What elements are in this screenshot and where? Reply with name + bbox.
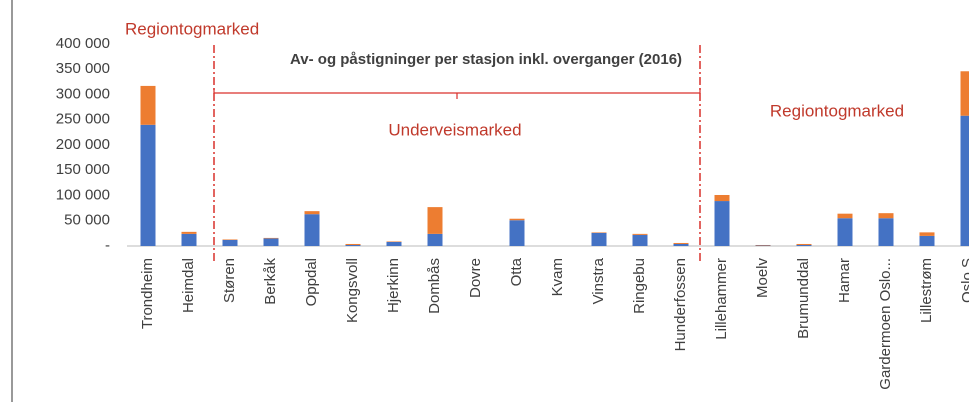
- bar: [837, 218, 853, 246]
- x-tick-label: Dovre: [467, 258, 484, 298]
- bar: [345, 243, 361, 245]
- bar: [837, 213, 853, 219]
- bar: [796, 243, 812, 245]
- bar: [509, 218, 525, 221]
- annotation: Regiontogmarked: [770, 101, 904, 120]
- bar: [960, 71, 969, 116]
- x-tick-label: Dombås: [426, 258, 443, 314]
- bar: [386, 241, 402, 246]
- bar: [919, 235, 935, 246]
- x-tick-label: Oppdal: [303, 258, 320, 306]
- bar: [796, 244, 812, 246]
- x-tick-label: Oslo S: [959, 258, 969, 303]
- bar: [222, 239, 238, 240]
- bar: [181, 233, 197, 246]
- bracket: [213, 88, 701, 99]
- y-tick-label: 200 000: [56, 136, 110, 153]
- bar: [263, 237, 279, 239]
- bar: [427, 233, 443, 246]
- x-tick-label: Kongsvoll: [344, 258, 361, 323]
- bar: [919, 232, 935, 236]
- x-tick-label: Ringebu: [631, 258, 648, 314]
- x-tick-label: Støren: [221, 258, 238, 303]
- bar: [591, 232, 607, 246]
- bar: [427, 207, 443, 234]
- x-tick-label: Lillehammer: [713, 258, 730, 340]
- x-tick-label: Heimdal: [180, 258, 197, 313]
- y-tick-label: 350 000: [56, 60, 110, 77]
- annotation: Underveismarked: [388, 120, 521, 139]
- bar: [673, 242, 689, 244]
- x-tick-label: Brumunddal: [795, 258, 812, 339]
- bar: [632, 233, 648, 235]
- bar: [632, 234, 648, 246]
- y-tick-label: 400 000: [56, 35, 110, 52]
- bar: [304, 214, 320, 246]
- bar: [263, 238, 279, 246]
- bar: [304, 211, 320, 215]
- bar: [181, 231, 197, 234]
- x-tick-label: Vinstra: [590, 257, 607, 304]
- y-tick-label: -: [105, 237, 110, 254]
- x-tick-label: Hjerkinn: [385, 258, 402, 313]
- annotation: Regiontogmarked: [125, 19, 259, 38]
- bar: [591, 232, 607, 233]
- x-tick-label: Gardermoen Oslo...: [877, 258, 894, 390]
- bar: [714, 201, 730, 246]
- y-tick-label: 50 000: [64, 212, 110, 229]
- y-tick-label: 100 000: [56, 186, 110, 203]
- x-tick-label: Moelv: [754, 258, 771, 299]
- y-tick-label: 150 000: [56, 161, 110, 178]
- bar: [222, 239, 238, 246]
- x-tick-label: Hamar: [836, 258, 853, 303]
- x-tick-label: Lillestrøm: [918, 258, 935, 323]
- bar: [714, 194, 730, 202]
- bar: [345, 244, 361, 246]
- x-tick-label: Otta: [508, 257, 525, 286]
- y-tick-label: 250 000: [56, 111, 110, 128]
- bar: [878, 213, 894, 219]
- y-tick-label: 300 000: [56, 85, 110, 102]
- bar: [140, 85, 156, 125]
- x-tick-label: Kvam: [549, 258, 566, 296]
- bar: [960, 115, 969, 247]
- chart-title: Av- og påstigninger per stasjon inkl. ov…: [290, 51, 682, 68]
- x-tick-label: Berkåk: [262, 258, 279, 305]
- x-tick-label: Trondheim: [139, 258, 156, 329]
- bar: [673, 243, 689, 246]
- bar: [755, 245, 771, 246]
- x-tick-label: Hunderfossen: [672, 258, 689, 351]
- bar: [386, 241, 402, 242]
- bar: [755, 244, 771, 246]
- bar: [509, 220, 525, 246]
- bar: [878, 218, 894, 246]
- bar: [140, 124, 156, 246]
